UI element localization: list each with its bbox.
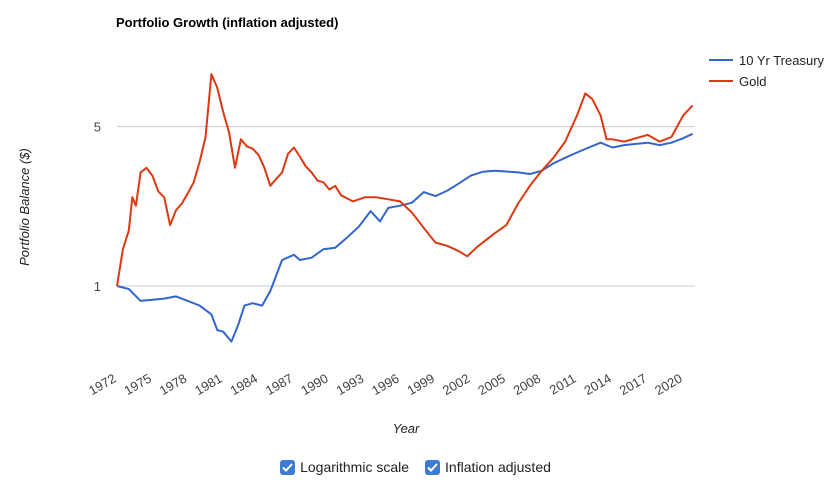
x-tick-label: 2002 xyxy=(440,371,473,398)
chart-title: Portfolio Growth (inflation adjusted) xyxy=(116,15,338,30)
series-lines xyxy=(116,73,694,343)
x-tick-label: 2005 xyxy=(475,371,508,398)
x-tick-label: 2011 xyxy=(547,371,579,398)
inflation-adjusted-label: Inflation adjusted xyxy=(445,459,551,475)
x-tick-label: 1984 xyxy=(228,371,261,398)
y-axis-ticks: 15 xyxy=(94,120,101,294)
y-tick-label: 1 xyxy=(94,279,101,294)
x-tick-label: 1981 xyxy=(192,371,225,398)
x-axis-title: Year xyxy=(393,421,420,436)
series-line-1 xyxy=(116,73,694,287)
check-icon xyxy=(282,462,293,472)
x-tick-label: 2014 xyxy=(581,371,614,398)
log-scale-checkbox[interactable] xyxy=(280,459,296,475)
check-icon xyxy=(427,462,438,472)
legend-label: Gold xyxy=(739,74,766,89)
legend-label: 10 Yr Treasury xyxy=(739,53,825,68)
inflation-adjusted-checkbox[interactable] xyxy=(425,459,441,475)
x-tick-label: 2017 xyxy=(617,371,650,398)
log-scale-label: Logarithmic scale xyxy=(300,459,410,475)
x-tick-label: 1978 xyxy=(157,371,190,398)
y-axis-title: Portfolio Balance ($) xyxy=(17,148,32,266)
y-tick-label: 5 xyxy=(94,120,101,135)
chart-controls: Logarithmic scale Inflation adjusted xyxy=(0,459,831,475)
inflation-adjusted-toggle[interactable]: Inflation adjusted xyxy=(425,459,551,475)
x-tick-label: 1987 xyxy=(263,371,296,398)
chart: Portfolio Growth (inflation adjusted) 15… xyxy=(17,15,825,436)
x-tick-label: 1972 xyxy=(86,371,119,398)
gridlines xyxy=(117,126,695,287)
x-tick-label: 1993 xyxy=(334,371,367,398)
x-tick-label: 2020 xyxy=(652,371,685,398)
x-tick-label: 1996 xyxy=(369,371,402,398)
x-tick-label: 2008 xyxy=(511,371,544,398)
x-tick-label: 1975 xyxy=(121,371,154,398)
legend[interactable]: 10 Yr Treasury Gold xyxy=(709,53,825,89)
x-tick-label: 1999 xyxy=(404,371,437,398)
x-tick-label: 1990 xyxy=(298,371,331,398)
series-line-0 xyxy=(116,132,694,343)
log-scale-toggle[interactable]: Logarithmic scale xyxy=(280,459,409,475)
x-axis-ticks: 1972 1975 1978 1981 1984 1987 1990 1993 1996 1999… xyxy=(86,371,685,398)
